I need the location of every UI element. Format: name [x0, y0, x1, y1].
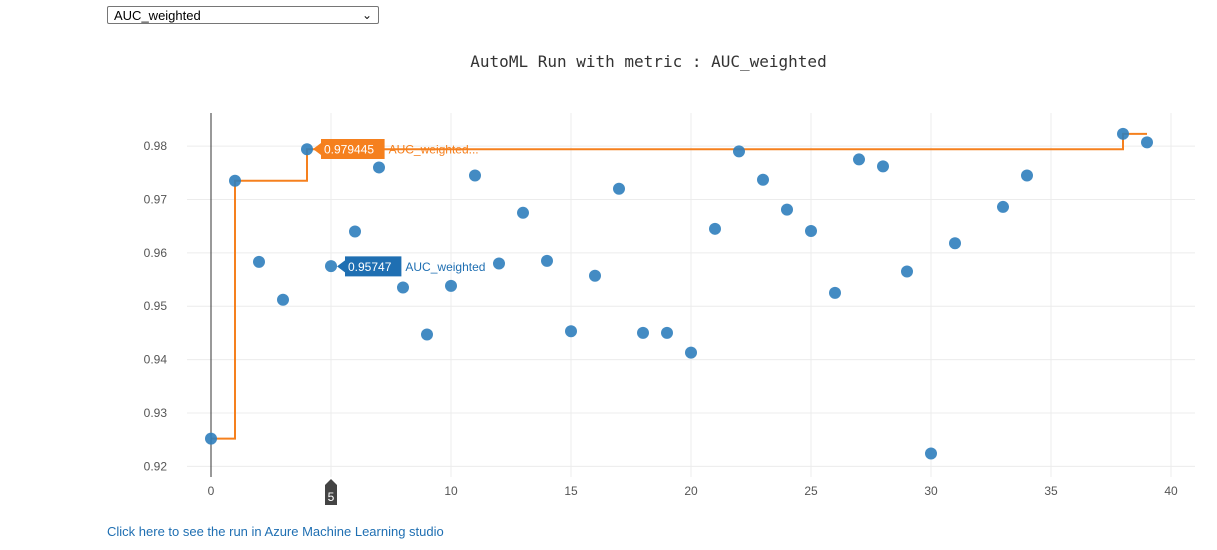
run-point [205, 432, 217, 445]
best-so-far-step-line [211, 132, 1147, 440]
y-tick-label: 0.96 [144, 246, 168, 260]
run-point [829, 286, 841, 299]
run-point [229, 174, 241, 187]
run-point [997, 200, 1009, 213]
run-point [349, 225, 361, 238]
run-point [1117, 127, 1129, 140]
run-point [613, 182, 625, 195]
run-point [445, 279, 457, 292]
x-tick-label: 15 [564, 484, 578, 498]
y-tick-label: 0.97 [144, 192, 168, 206]
hover-label-name: AUC_weighted... [389, 143, 479, 157]
metric-select[interactable]: AUC_weighted ⌄ [107, 6, 379, 24]
chart-title: AutoML Run with metric : AUC_weighted [470, 52, 827, 71]
y-tick-label: 0.98 [144, 139, 168, 153]
chevron-down-icon: ⌄ [361, 8, 372, 22]
hover-label-value: 0.979445 [324, 143, 374, 157]
x-tick-label: 35 [1044, 484, 1058, 498]
studio-link[interactable]: Click here to see the run in Azure Machi… [107, 524, 444, 539]
run-point [301, 143, 313, 156]
run-point [853, 153, 865, 166]
run-point [661, 326, 673, 339]
y-tick-label: 0.94 [144, 353, 168, 367]
run-point [925, 447, 937, 460]
run-point [805, 224, 817, 237]
run-point [733, 145, 745, 158]
run-point [757, 173, 769, 186]
x-hover-marker-label: 5 [328, 490, 335, 504]
run-point [469, 169, 481, 182]
x-tick-label: 25 [804, 484, 818, 498]
run-point [565, 325, 577, 338]
hover-label-name: AUC_weighted [405, 260, 485, 274]
run-point [373, 161, 385, 174]
run-point [949, 237, 961, 250]
y-tick-label: 0.95 [144, 299, 168, 313]
run-point [541, 254, 553, 267]
hover-label-box [337, 256, 402, 277]
run-point [589, 269, 601, 282]
run-point [517, 206, 529, 219]
metric-select-value: AUC_weighted [114, 7, 201, 23]
hover-label: 0.95747 AUC_weighted [337, 256, 485, 277]
x-tick-label: 10 [444, 484, 458, 498]
run-point [637, 326, 649, 339]
run-point [253, 255, 265, 268]
x-tick-label: 40 [1164, 484, 1178, 498]
run-point [781, 203, 793, 216]
run-point [397, 281, 409, 294]
hover-label: 0.979445 AUC_weighted... [313, 139, 479, 160]
hover-label-box [313, 139, 385, 160]
y-tick-label: 0.92 [144, 459, 168, 473]
hover-label-value: 0.95747 [348, 260, 392, 274]
chart[interactable]: 0.92 0.93 0.94 0.95 0.96 0.97 0.98 0 5 10 15 20 25 30… [0, 0, 1217, 520]
run-point [1021, 169, 1033, 182]
run-point [709, 222, 721, 235]
run-point [421, 328, 433, 341]
run-point [493, 257, 505, 270]
x-hover-marker: 5 [325, 479, 337, 505]
y-tick-label: 0.93 [144, 406, 168, 420]
x-hover-marker-box [325, 479, 337, 505]
run-point [1141, 136, 1153, 149]
x-tick-label: 0 [208, 484, 215, 498]
run-point [901, 265, 913, 278]
x-tick-label: 20 [684, 484, 698, 498]
run-point [685, 346, 697, 359]
run-point [277, 293, 289, 306]
x-tick-label: 30 [924, 484, 938, 498]
run-point [325, 260, 337, 273]
run-point [877, 160, 889, 173]
